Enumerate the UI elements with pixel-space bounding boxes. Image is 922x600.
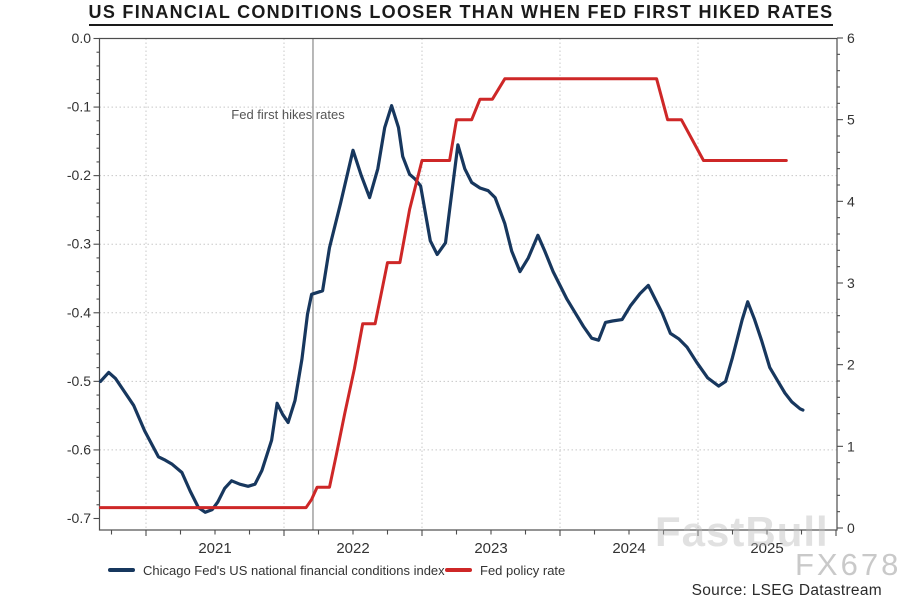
left-axis-label: -0.4 (67, 304, 91, 320)
source-credit: Source: LSEG Datastream (691, 582, 882, 599)
x-axis-label: 2022 (336, 540, 369, 557)
legend-item-fed-rate: Fed policy rate (445, 562, 565, 578)
legend-label-nfci: Chicago Fed's US national financial cond… (143, 562, 445, 578)
x-axis-label: 2024 (612, 540, 645, 557)
right-axis-label: 2 (847, 357, 855, 373)
page-title: US FINANCIAL CONDITIONS LOOSER THAN WHEN… (0, 2, 922, 26)
legend-label-fed-rate: Fed policy rate (480, 562, 566, 578)
legend-item-nfci: Chicago Fed's US national financial cond… (108, 562, 445, 578)
left-axis-label: -0.2 (67, 167, 91, 183)
x-axis-label: 2023 (474, 540, 507, 557)
x-axis-label: 2021 (198, 540, 231, 557)
left-axis-label: -0.5 (67, 373, 91, 389)
nfci-line (98, 104, 805, 514)
right-axis-label: 5 (847, 112, 855, 128)
right-axis-label: 1 (847, 438, 855, 454)
right-axis-label: 6 (847, 30, 855, 46)
left-axis-label: -0.1 (67, 99, 91, 115)
left-axis-label: -0.7 (67, 510, 91, 526)
fastbull-watermark: FastBull (655, 508, 829, 555)
plot-frame (98, 37, 838, 531)
page-title-text: US FINANCIAL CONDITIONS LOOSER THAN WHEN… (88, 2, 834, 26)
fx678-watermark: FX678 (795, 547, 902, 582)
left-axis-label: -0.6 (67, 441, 91, 457)
left-axis-label: -0.3 (67, 236, 91, 252)
right-axis-label: 4 (847, 193, 855, 209)
x-axis-label: 2025 (750, 540, 783, 557)
fed-policy-rate-line (99, 77, 788, 510)
right-axis-label: 0 (847, 520, 855, 536)
right-axis-label: 3 (847, 275, 855, 291)
left-axis-label: 0.0 (72, 30, 92, 46)
annotation-label: Fed first hikes rates (231, 107, 345, 122)
fed-rate-line-swatch (445, 568, 472, 572)
nfci-line-swatch (108, 568, 135, 572)
